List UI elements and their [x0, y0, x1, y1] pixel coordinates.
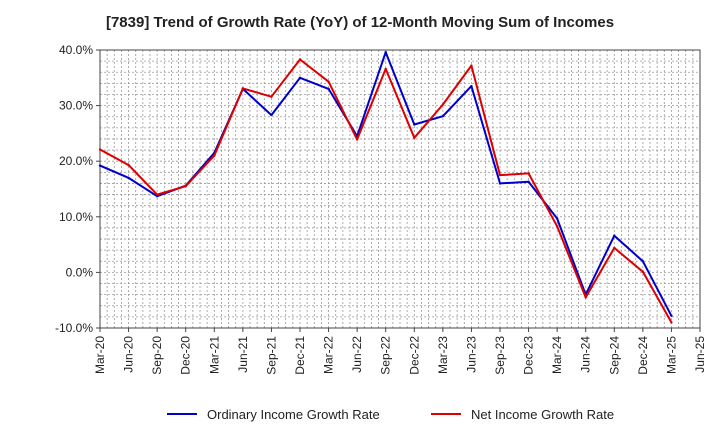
x-tick-label: Dec-20	[179, 336, 193, 375]
x-tick-label: Mar-23	[436, 336, 450, 374]
data-point	[613, 246, 616, 250]
data-point	[527, 172, 530, 175]
data-point	[470, 84, 473, 88]
x-tick-label: Mar-24	[550, 336, 564, 374]
data-point	[127, 163, 130, 167]
data-point	[298, 58, 302, 61]
x-tick-label: Mar-21	[207, 336, 221, 374]
y-tick-label: 20.0%	[59, 154, 93, 168]
data-point	[327, 87, 330, 91]
data-point	[441, 103, 445, 106]
y-tick-label: 30.0%	[59, 99, 93, 113]
data-point	[127, 176, 130, 180]
data-point	[98, 148, 102, 151]
x-tick-label: Jun-22	[350, 336, 364, 373]
data-point	[384, 67, 387, 71]
x-tick-label: Sep-20	[150, 336, 164, 375]
data-point	[155, 195, 159, 198]
x-tick-label: Sep-23	[493, 336, 507, 375]
x-tick-label: Jun-20	[122, 336, 136, 373]
x-tick-label: Sep-22	[379, 336, 393, 375]
data-point	[641, 270, 645, 274]
x-tick-label: Dec-24	[636, 336, 650, 375]
data-point	[413, 123, 416, 126]
data-point	[584, 296, 587, 299]
x-tick-label: Dec-21	[293, 336, 307, 375]
legend-label: Net Income Growth Rate	[471, 407, 614, 422]
data-point	[298, 76, 302, 80]
data-point	[327, 80, 330, 83]
data-point	[270, 113, 273, 117]
data-point	[184, 185, 187, 188]
x-tick-label: Dec-23	[522, 336, 536, 375]
data-point	[555, 225, 559, 228]
legend-label: Ordinary Income Growth Rate	[207, 407, 380, 422]
data-point	[384, 51, 387, 54]
data-point	[498, 173, 502, 177]
x-tick-label: Jun-24	[579, 336, 593, 373]
x-tick-label: Mar-25	[664, 336, 678, 374]
data-point	[613, 234, 616, 237]
y-tick-label: 0.0%	[66, 265, 94, 279]
x-tick-label: Jun-23	[464, 336, 478, 373]
data-point	[470, 64, 473, 67]
x-tick-label: Sep-24	[607, 336, 621, 375]
data-point	[241, 87, 245, 90]
y-tick-label: 10.0%	[59, 210, 93, 224]
x-tick-label: Jun-25	[693, 336, 707, 373]
x-tick-label: Mar-22	[322, 336, 336, 374]
data-point	[555, 217, 559, 220]
plot-frame	[99, 49, 701, 329]
y-tick-label: -10.0%	[55, 321, 93, 335]
y-tick-label: 40.0%	[59, 43, 93, 57]
x-tick-label: Mar-20	[93, 336, 107, 374]
data-point	[355, 138, 359, 141]
data-point	[213, 154, 216, 157]
data-point	[413, 136, 416, 140]
data-point	[641, 260, 645, 263]
data-point	[98, 164, 102, 167]
x-tick-label: Dec-22	[407, 336, 421, 375]
data-point	[155, 193, 159, 196]
chart-title: [7839] Trend of Growth Rate (YoY) of 12-…	[105, 14, 615, 31]
data-point	[670, 321, 673, 324]
data-point	[670, 314, 673, 317]
data-point	[498, 182, 502, 185]
data-point	[270, 95, 273, 98]
x-tick-label: Sep-21	[264, 336, 278, 375]
data-point	[527, 180, 530, 183]
x-tick-label: Jun-21	[236, 336, 250, 373]
data-point	[441, 114, 445, 118]
